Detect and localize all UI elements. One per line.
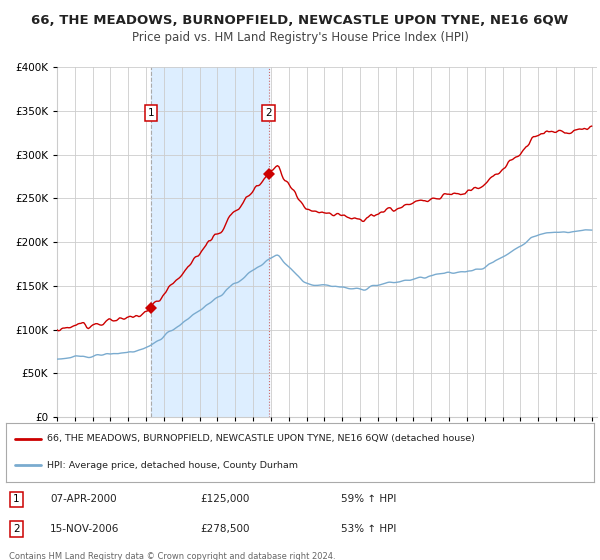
Text: £125,000: £125,000 [200,494,250,505]
Bar [151,67,269,417]
Text: 2: 2 [13,524,20,534]
Text: HPI: Average price, detached house, County Durham: HPI: Average price, detached house, Coun… [47,461,298,470]
Text: 59% ↑ HPI: 59% ↑ HPI [341,494,397,505]
Text: 66, THE MEADOWS, BURNOPFIELD, NEWCASTLE UPON TYNE, NE16 6QW: 66, THE MEADOWS, BURNOPFIELD, NEWCASTLE … [31,14,569,27]
Text: 07-APR-2000: 07-APR-2000 [50,494,117,505]
Text: 66, THE MEADOWS, BURNOPFIELD, NEWCASTLE UPON TYNE, NE16 6QW (detached house): 66, THE MEADOWS, BURNOPFIELD, NEWCASTLE … [47,434,475,443]
Text: 15-NOV-2006: 15-NOV-2006 [50,524,119,534]
Text: £278,500: £278,500 [200,524,250,534]
Text: 1: 1 [148,108,154,118]
Text: 1: 1 [13,494,20,505]
Text: Price paid vs. HM Land Registry's House Price Index (HPI): Price paid vs. HM Land Registry's House … [131,31,469,44]
Text: 53% ↑ HPI: 53% ↑ HPI [341,524,397,534]
Text: Contains HM Land Registry data © Crown copyright and database right 2024.: Contains HM Land Registry data © Crown c… [9,552,335,560]
Text: 2: 2 [265,108,272,118]
